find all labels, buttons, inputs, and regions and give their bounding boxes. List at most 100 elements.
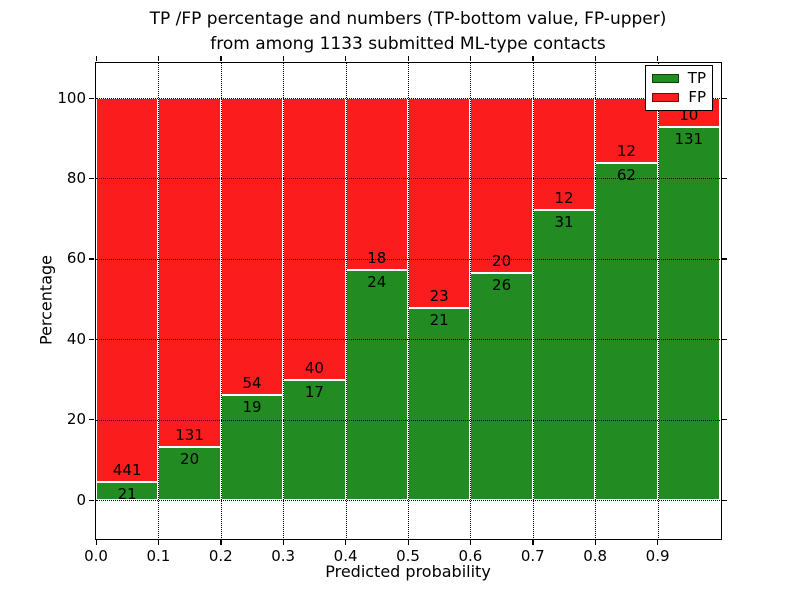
x-tick-label: 0.8 [583, 547, 608, 565]
y-tick-right [722, 499, 727, 501]
bar-segment-fp [532, 98, 596, 211]
x-tick-top [407, 56, 409, 61]
legend-swatch-fp-icon [652, 92, 680, 102]
x-tick-bottom [407, 540, 409, 545]
vertical-gridline [283, 63, 285, 538]
legend-item-tp: TP [652, 71, 706, 86]
fp-count-label: 23 [429, 287, 449, 306]
bar-segment-tp [657, 126, 720, 500]
y-tick-left [89, 419, 94, 421]
y-tick-label: 20 [66, 410, 86, 429]
x-tick-top [157, 56, 160, 61]
tp-count-label: 131 [674, 129, 704, 148]
y-tick-label: 0 [76, 490, 86, 509]
tp-count-label: 20 [180, 449, 200, 468]
horizontal-gridline [96, 98, 720, 99]
x-tick-bottom [282, 540, 285, 545]
chart-title-line1: TP /FP percentage and numbers (TP-bottom… [149, 9, 667, 29]
x-tick-bottom [469, 540, 472, 545]
y-tick-label: 40 [66, 329, 86, 348]
x-tick-label: 0.5 [396, 547, 420, 565]
chart-title: TP /FP percentage and numbers (TP-bottom… [96, 7, 720, 57]
x-tick-top [469, 56, 472, 61]
fp-count-label: 54 [242, 374, 262, 393]
horizontal-gridline [96, 178, 720, 180]
vertical-gridline [657, 63, 659, 538]
chart-title-line2: from among 1133 submitted ML-type contac… [210, 34, 606, 54]
x-tick-top [532, 56, 534, 61]
bar-segment-tp [470, 272, 533, 500]
y-tick-left [89, 97, 94, 99]
tp-count-label: 26 [492, 275, 512, 294]
bar-segment-fp [470, 98, 533, 273]
fp-count-label: 12 [616, 142, 636, 161]
vertical-gridline [532, 63, 534, 538]
x-tick-label: 0.7 [520, 547, 545, 565]
fp-count-label: 18 [367, 249, 387, 268]
bar-segment-fp [283, 98, 346, 381]
x-tick-label: 0.4 [333, 547, 358, 565]
x-tick-top [282, 56, 285, 61]
y-tick-right [722, 419, 727, 421]
x-tick-top [220, 56, 222, 61]
horizontal-gridline [96, 500, 720, 501]
legend-label-tp: TP [687, 69, 706, 88]
x-tick-bottom [95, 540, 97, 545]
tp-count-label: 62 [616, 166, 636, 185]
bar-segment-fp [158, 98, 221, 447]
fp-count-label: 12 [554, 189, 574, 208]
tp-count-label: 17 [304, 383, 324, 402]
bar-segment-fp [408, 98, 471, 309]
tp-count-label: 31 [554, 213, 574, 232]
vertical-gridline [220, 63, 222, 538]
y-tick-left [89, 258, 94, 260]
x-tick-bottom [157, 540, 160, 545]
bar-segment-tp [595, 163, 658, 500]
vertical-gridline [158, 63, 160, 538]
legend-item-fp: FP [652, 87, 706, 106]
horizontal-gridline [96, 258, 720, 260]
fp-count-label: 441 [112, 460, 142, 479]
y-tick-right [722, 97, 727, 99]
plot-area: 441 21 131 20 54 19 40 17 18 24 23 21 20 26 12 31 12 62 10… [57, 56, 727, 565]
y-tick-label: 100 [57, 88, 86, 107]
fp-count-label: 131 [175, 425, 204, 444]
x-tick-top [95, 56, 97, 61]
x-tick-bottom [657, 540, 659, 545]
bar-segment-fp [345, 98, 408, 271]
horizontal-gridline [96, 419, 720, 421]
x-tick-label: 0.0 [84, 547, 108, 565]
vertical-gridline [345, 63, 347, 538]
x-tick-bottom [532, 540, 534, 545]
y-tick-left [89, 338, 94, 341]
fp-count-label: 20 [492, 251, 512, 270]
bar-segment-fp [220, 98, 284, 396]
y-tick-label: 80 [66, 168, 86, 187]
bar-segment-fp [96, 98, 159, 482]
x-tick-bottom [345, 540, 347, 545]
legend-label-fp: FP [688, 87, 706, 106]
x-tick-bottom [594, 540, 597, 545]
x-tick-top [345, 56, 347, 61]
legend-swatch-tp-icon [652, 74, 679, 84]
fp-count-label: 40 [304, 359, 324, 378]
bar-segment-tp [158, 446, 221, 500]
bar-segment-tp [532, 210, 596, 500]
y-tick-label: 60 [66, 249, 86, 268]
y-tick-left [89, 177, 94, 180]
tp-count-label: 21 [429, 311, 449, 330]
horizontal-gridline [96, 339, 720, 341]
x-tick-bottom [220, 540, 222, 545]
bar-segment-tp [345, 270, 408, 500]
tp-count-label: 21 [117, 484, 137, 503]
x-tick-label: 0.6 [458, 547, 483, 565]
vertical-gridline [408, 63, 409, 538]
bar-segment-tp [96, 481, 159, 500]
y-tick-right [722, 258, 727, 260]
x-tick-label: 0.1 [146, 547, 171, 565]
vertical-gridline [470, 63, 472, 538]
x-tick-top [594, 56, 597, 61]
y-tick-left [89, 499, 94, 501]
legend: TP FP [645, 65, 713, 111]
